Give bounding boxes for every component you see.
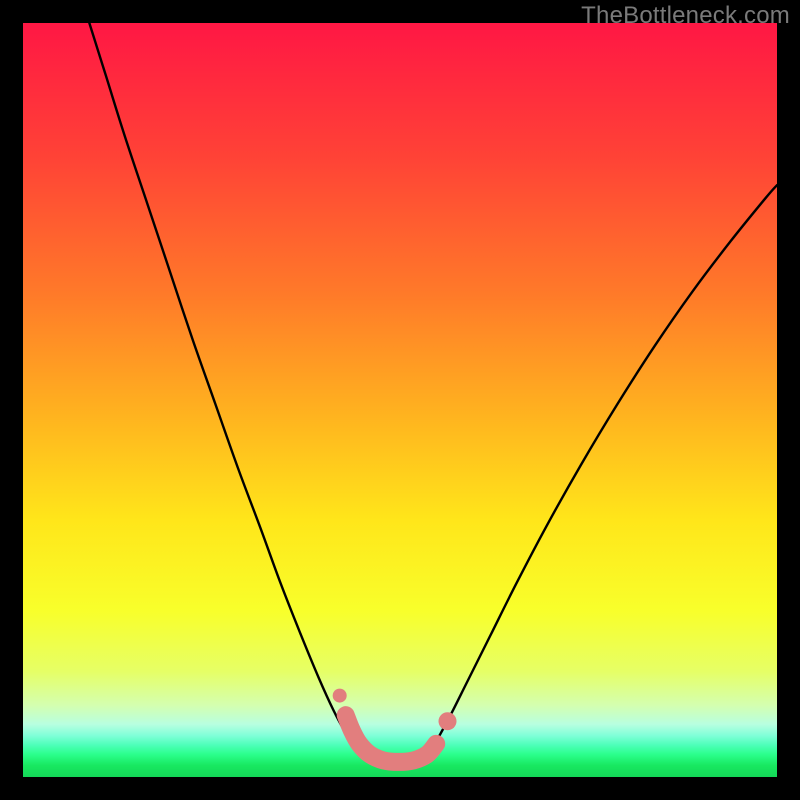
gradient-background (23, 23, 777, 777)
marker-dot-right (439, 712, 457, 730)
chart-svg (23, 23, 777, 777)
watermark-text: TheBottleneck.com (581, 2, 790, 30)
plot-area (23, 23, 777, 777)
marker-dot-left (333, 689, 347, 703)
